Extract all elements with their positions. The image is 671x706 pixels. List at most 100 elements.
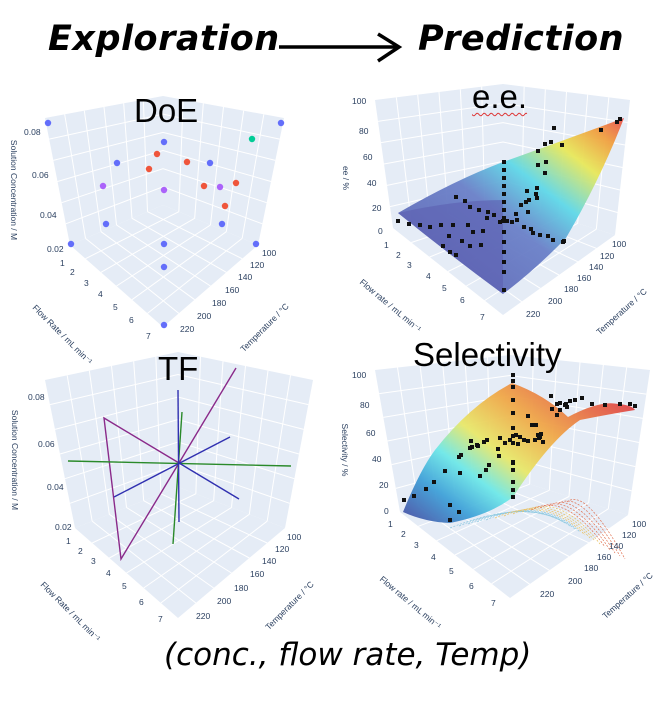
tf-trajectory-blue-vertical (177, 389, 180, 523)
ee-x-axis-title: Flow rate / mL min⁻¹ (358, 277, 423, 334)
doe-axes-box (45, 96, 284, 327)
selectivity-data-point (558, 408, 562, 412)
doe-data-point (216, 183, 224, 191)
ee-data-point (546, 234, 550, 238)
doe-data-point (160, 186, 168, 194)
selectivity-z-tick: 20 (379, 480, 389, 490)
selectivity-data-point (402, 498, 406, 502)
ee-data-point (515, 218, 519, 222)
selectivity-data-point (511, 461, 515, 465)
tf-x-tick: 5 (122, 581, 127, 591)
ee-data-point (549, 140, 553, 144)
doe-data-point (113, 159, 121, 167)
gridline (142, 99, 148, 212)
ee-x-tick: 2 (396, 250, 401, 260)
selectivity-data-point (469, 439, 473, 443)
selectivity-data-point (448, 503, 452, 507)
ee-data-point (468, 205, 472, 209)
selectivity-data-point (518, 435, 522, 439)
doe-title: DoE (134, 92, 199, 129)
doe-data-point (232, 179, 240, 187)
selectivity-floor-contour (485, 510, 581, 533)
selectivity-data-point (541, 440, 545, 444)
selectivity-data-point (603, 403, 607, 407)
selectivity-x-tick: 1 (388, 519, 393, 529)
doe-data-point (183, 158, 191, 166)
doe-data-point (153, 150, 161, 158)
ee-z-tick: 0 (378, 226, 383, 236)
selectivity-data-point (459, 453, 463, 457)
selectivity-data-point (475, 443, 479, 447)
ee-data-point (551, 238, 555, 242)
doe-y-tick: 160 (225, 285, 239, 295)
gridline (241, 114, 265, 239)
ee-z-tick: 80 (359, 126, 369, 136)
selectivity-data-point (555, 402, 559, 406)
caption: (conc., flow rate, Temp) (164, 637, 532, 673)
selectivity-data-point (424, 487, 428, 491)
tf-x-tick: 6 (139, 597, 144, 607)
tf-axes-box (45, 352, 313, 618)
left-wall (45, 352, 178, 528)
ee-y-tick: 140 (589, 262, 603, 272)
ee-data-point (535, 186, 539, 190)
selectivity-z-tick: 0 (384, 506, 389, 516)
exploration-heading: Exploration (48, 19, 280, 59)
tf-z-tick: 0.06 (38, 439, 55, 449)
doe-data-point (206, 159, 214, 167)
selectivity-data-point (539, 432, 543, 436)
selectivity-data-point (412, 494, 416, 498)
ee-y-tick: 180 (564, 284, 578, 294)
selectivity-data-point (508, 438, 512, 442)
ee-data-point (485, 216, 489, 220)
ee-data-point (552, 126, 556, 130)
ee-y-tick: 120 (600, 251, 614, 261)
tf-y-tick: 140 (262, 556, 276, 566)
selectivity-data-point (482, 440, 486, 444)
ee-x-tick: 1 (384, 240, 389, 250)
selectivity-data-point (530, 423, 534, 427)
selectivity-data-point (496, 447, 500, 451)
selectivity-z-tick: 100 (352, 370, 366, 380)
ee-x-tick: 5 (442, 283, 447, 293)
selectivity-data-point (618, 402, 622, 406)
ee-data-point (502, 160, 506, 164)
ee-surface-shade (398, 200, 503, 294)
doe-z-tick: 0.04 (40, 210, 57, 220)
ee-data-point (543, 171, 547, 175)
doe-data-point (252, 240, 260, 248)
ee-data-point (466, 223, 470, 227)
ee-data-point (418, 223, 422, 227)
gridline (607, 367, 628, 509)
selectivity-data-point (511, 468, 515, 472)
doe-x-tick: 3 (84, 278, 89, 288)
doe-z-axis-title: Solution Concentration / M (9, 140, 19, 240)
doe-x-tick: 7 (146, 331, 151, 341)
selectivity-data-point (432, 480, 436, 484)
gridline (155, 356, 162, 494)
tf-trajectory-blue-diagonal (113, 436, 231, 498)
ee-data-point (502, 192, 506, 196)
doe-y-tick: 180 (212, 298, 226, 308)
ee-data-point (536, 163, 540, 167)
ee-data-point (502, 240, 506, 244)
ee-z-axis-title: ee / % (341, 166, 351, 191)
selectivity-floor-contour (566, 499, 626, 560)
ee-data-point (486, 210, 490, 214)
ee-data-point (454, 253, 458, 257)
doe-data-point (67, 240, 75, 248)
selectivity-x-tick: 4 (431, 552, 436, 562)
tf-y-tick: 120 (275, 544, 289, 554)
doe-data-point (99, 182, 107, 190)
doe-data-point (102, 220, 110, 228)
selectivity-data-point (565, 405, 569, 409)
selectivity-data-point (514, 433, 518, 437)
ee-data-point (544, 160, 548, 164)
floor (75, 487, 285, 618)
tf-y-axis-title: Temperature / °C (263, 579, 316, 632)
tf-x-tick: 4 (106, 568, 111, 578)
selectivity-data-point (590, 402, 594, 406)
ee-x-tick: 7 (480, 312, 485, 322)
doe-data-point (221, 202, 229, 210)
ee-z-tick: 100 (352, 96, 366, 106)
